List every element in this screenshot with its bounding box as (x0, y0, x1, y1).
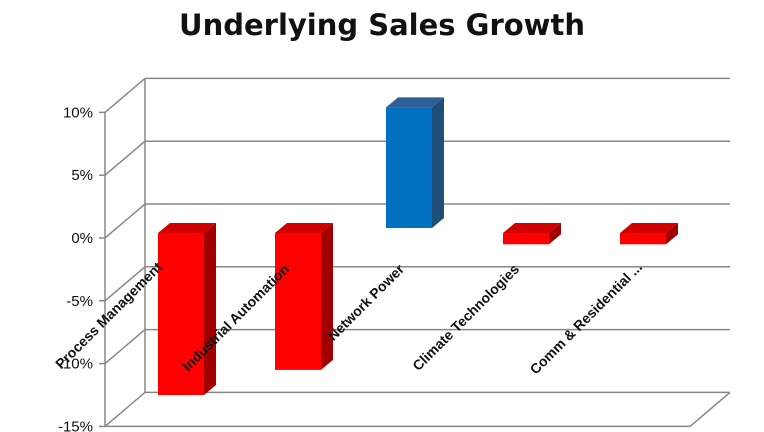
gridline-side (104, 391, 146, 427)
gridline-side (104, 140, 146, 176)
bar-side (321, 223, 333, 370)
category-label: Network Power (324, 260, 407, 343)
category-label: Climate Technologies (409, 261, 522, 374)
bars (158, 97, 678, 395)
category-label: Process Management (52, 259, 165, 372)
grid-lines (104, 77, 731, 428)
bar-front (620, 233, 666, 245)
bar-top (275, 223, 333, 233)
bar-side (204, 223, 216, 395)
gridline-side (104, 329, 146, 365)
y-tick-label: -15% (58, 418, 93, 432)
bar-side (432, 97, 444, 229)
bar-top (620, 223, 678, 233)
bar-front (386, 107, 432, 228)
bar-top (386, 97, 444, 108)
y-tick-label: -5% (66, 293, 93, 310)
bar (503, 223, 561, 245)
floor-right-edge (689, 391, 731, 427)
y-tick-label: 10% (63, 104, 93, 121)
y-tick-label: 0% (71, 230, 93, 247)
gridline-side (104, 266, 146, 302)
gridline-side (104, 77, 146, 113)
chart-title: Underlying Sales Growth (179, 8, 585, 42)
category-labels: Process Management Industrial Automation N… (52, 259, 645, 378)
bar-front (158, 233, 204, 395)
bar-top (503, 223, 561, 233)
bar-side (666, 223, 678, 245)
y-tick-label: -10% (58, 356, 93, 373)
bar (158, 223, 216, 395)
bar-front (275, 233, 321, 370)
bar-front (503, 233, 549, 245)
bar (386, 97, 444, 229)
category-label: Comm & Residential ... (527, 259, 646, 378)
bar-top (158, 223, 216, 233)
bar (620, 223, 678, 245)
bar-side (549, 223, 561, 245)
y-tick-label: 5% (71, 167, 93, 184)
y-axis: 10% 5% 0% -5% -10% -15% (58, 104, 105, 432)
bar (275, 223, 333, 370)
gridline-side (104, 203, 146, 239)
